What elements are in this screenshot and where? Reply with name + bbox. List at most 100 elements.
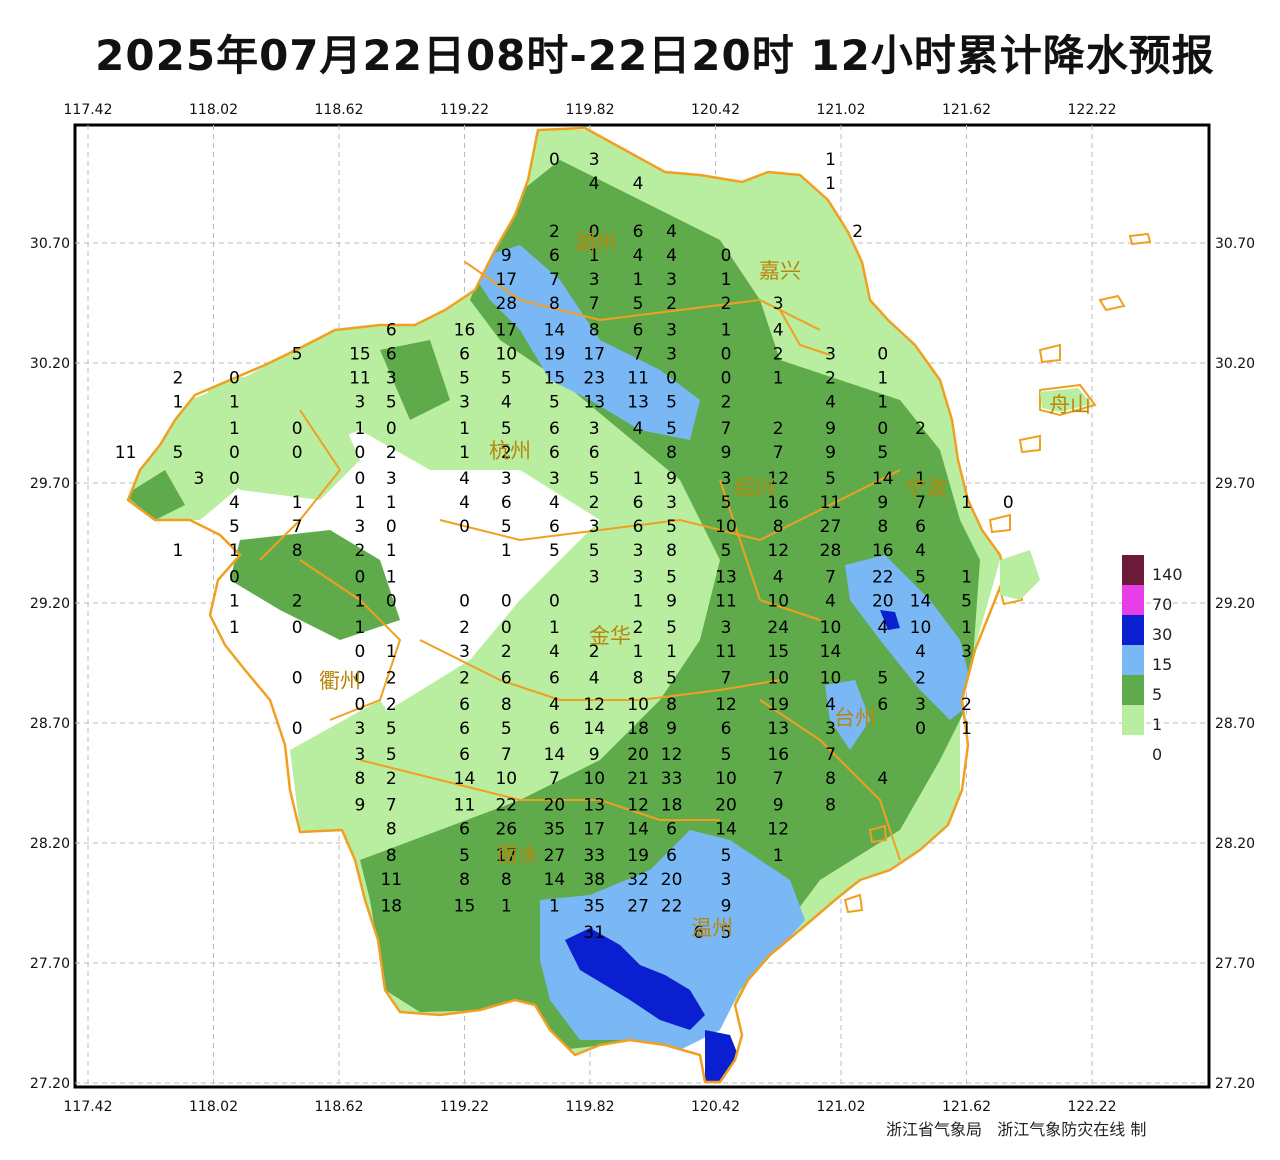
- legend-swatch: [1122, 615, 1144, 645]
- station-value: 5: [549, 392, 560, 412]
- city-label-hangzhou: 杭州: [489, 439, 531, 463]
- station-value: 5: [292, 344, 303, 364]
- station-value: 2: [589, 642, 600, 662]
- station-value: 4: [589, 668, 600, 688]
- station-value: 4: [549, 695, 560, 715]
- station-value: 5: [589, 541, 600, 561]
- city-labels: 湖州 嘉兴 杭州 绍兴 宁波 金华 衢州 台州 丽水 温州 舟山: [319, 231, 1091, 940]
- city-label-zhoushan: 舟山: [1049, 393, 1091, 417]
- station-value: 1: [877, 368, 888, 388]
- station-value: 3: [459, 642, 470, 662]
- station-value: 0: [229, 469, 240, 489]
- station-value: 0: [229, 368, 240, 388]
- station-value: 24: [767, 618, 789, 638]
- station-value: 2: [459, 668, 470, 688]
- station-value: 0: [459, 517, 470, 537]
- station-value: 0: [721, 368, 732, 388]
- station-value: 1: [825, 174, 836, 194]
- station-value: 8: [825, 796, 836, 816]
- station-value: 5: [721, 846, 732, 866]
- city-label-huzhou: 湖州: [574, 231, 616, 255]
- station-value: 20: [661, 870, 683, 890]
- station-value: 9: [877, 493, 888, 513]
- station-value: 13: [583, 392, 605, 412]
- station-value: 0: [354, 695, 365, 715]
- station-value: 5: [589, 469, 600, 489]
- station-value: 6: [721, 719, 732, 739]
- station-value: 12: [767, 820, 789, 840]
- lon-tick-label: 120.42: [691, 1099, 740, 1115]
- station-value: 8: [666, 443, 677, 463]
- station-value: 9: [825, 443, 836, 463]
- station-value: 4: [459, 469, 470, 489]
- station-value: 1: [549, 618, 560, 638]
- station-value: 10: [767, 668, 789, 688]
- station-value: 16: [767, 493, 789, 513]
- station-value: 15: [454, 896, 476, 916]
- city-boundaries: [259, 261, 901, 861]
- station-value: 10: [820, 668, 842, 688]
- station-value: 3: [666, 320, 677, 340]
- legend-swatch: [1122, 645, 1144, 675]
- station-value: 3: [721, 870, 732, 890]
- station-value: 1: [229, 392, 240, 412]
- station-value: 15: [544, 368, 566, 388]
- station-value: 1: [961, 719, 972, 739]
- station-value: 1: [961, 493, 972, 513]
- station-value: 2: [172, 368, 183, 388]
- station-value: 11: [380, 870, 402, 890]
- station-value: 5: [633, 294, 644, 314]
- lon-tick-label: 118.02: [189, 1099, 238, 1115]
- station-value: 0: [721, 246, 732, 266]
- station-value: 3: [961, 642, 972, 662]
- station-value: 3: [386, 368, 397, 388]
- station-value: 5: [666, 568, 677, 588]
- station-value: 14: [544, 745, 566, 765]
- station-value: 4: [877, 618, 888, 638]
- legend-swatch: [1122, 585, 1144, 615]
- lat-tick-label: 28.70: [30, 716, 70, 732]
- station-value: 5: [229, 517, 240, 537]
- station-value: 5: [459, 368, 470, 388]
- station-value: 4: [773, 320, 784, 340]
- lon-tick-label: 122.22: [1068, 1099, 1117, 1115]
- station-value: 10: [627, 695, 649, 715]
- station-value: 0: [877, 419, 888, 439]
- station-value: 2: [501, 642, 512, 662]
- station-value: 17: [495, 320, 517, 340]
- station-value: 4: [501, 392, 512, 412]
- coastal-islands-land: [1000, 388, 1092, 600]
- station-value: 3: [589, 419, 600, 439]
- station-value: 12: [661, 745, 683, 765]
- station-value: 11: [715, 642, 737, 662]
- station-value: 16: [872, 541, 894, 561]
- station-value: 1: [633, 469, 644, 489]
- station-value: 4: [877, 769, 888, 789]
- station-value: 14: [454, 769, 476, 789]
- station-value: 2: [633, 618, 644, 638]
- station-value: 2: [386, 443, 397, 463]
- legend-swatch: [1122, 705, 1144, 735]
- station-value: 1: [229, 419, 240, 439]
- station-value: 1: [354, 618, 365, 638]
- station-value: 11: [820, 493, 842, 513]
- station-value: 20: [627, 745, 649, 765]
- station-value: 0: [386, 517, 397, 537]
- station-values: 0 3 14 4 12 0 6 4 29 6 1 4 4 017 7 3 1 3 128 8 7 5 2 2 36 16 17 14 8…: [115, 150, 1014, 943]
- station-value: 9: [825, 419, 836, 439]
- station-value: 17: [583, 344, 605, 364]
- station-value: 22: [661, 896, 683, 916]
- station-value: 3: [386, 469, 397, 489]
- station-value: 6: [549, 419, 560, 439]
- station-value: 7: [549, 769, 560, 789]
- station-value: 9: [589, 745, 600, 765]
- lat-tick-label: 28.20: [1215, 836, 1255, 852]
- station-value: 12: [583, 695, 605, 715]
- station-value: 6: [459, 820, 470, 840]
- longitude-ticks-bottom: 117.42 118.02 118.62 119.22 119.82 120.42 121.…: [64, 1099, 1117, 1115]
- station-value: 1: [501, 896, 512, 916]
- station-value: 4: [589, 174, 600, 194]
- coastal-islands: [843, 232, 1152, 914]
- station-value: 9: [666, 719, 677, 739]
